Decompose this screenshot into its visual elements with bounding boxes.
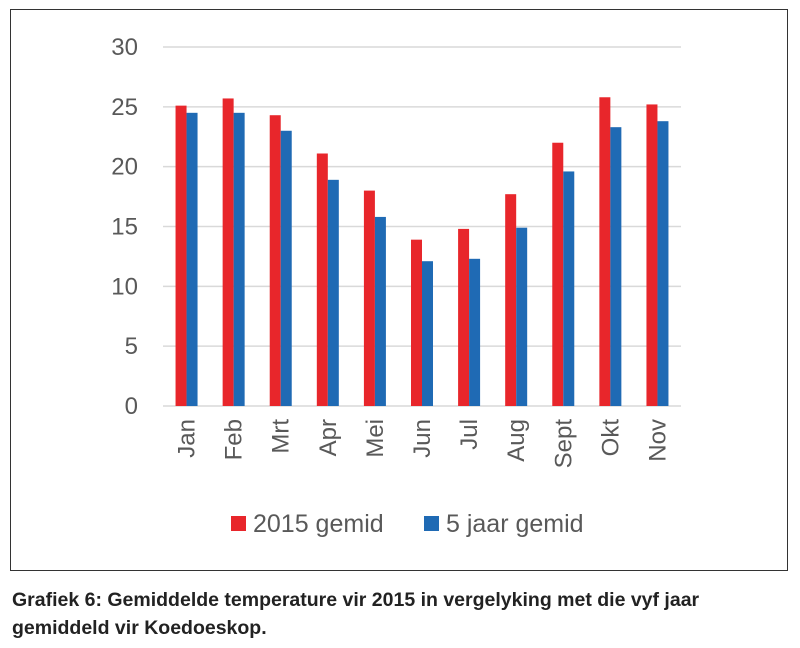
- bar: [280, 130, 292, 406]
- y-tick-label: 30: [111, 34, 138, 61]
- x-tick-label: Feb: [221, 419, 248, 460]
- bar: [505, 194, 517, 406]
- bar: [610, 127, 622, 406]
- legend-swatch: [424, 516, 439, 531]
- x-tick-label: Jul: [456, 419, 483, 450]
- bar: [411, 239, 422, 406]
- bar: [175, 105, 187, 407]
- y-tick-label: 25: [111, 94, 138, 121]
- bar: [316, 153, 328, 406]
- x-tick-label: Nov: [644, 419, 671, 462]
- x-tick-label: Sept: [550, 419, 577, 469]
- bar: [469, 258, 481, 406]
- bar-chart: 0 5 10 15 20 25 30 Jan Feb Mrt Apr Mei Jun Jul Aug Sept…: [111, 34, 681, 538]
- y-tick-label: 15: [111, 214, 138, 241]
- x-tick-label: Jan: [174, 419, 201, 458]
- bar: [233, 112, 245, 407]
- bar: [374, 216, 386, 406]
- bar: [516, 227, 528, 406]
- y-tick-label: 0: [125, 393, 138, 420]
- bar: [657, 121, 669, 407]
- y-tick-label: 5: [125, 333, 138, 360]
- bar: [222, 98, 234, 406]
- x-tick-label: Mrt: [268, 419, 295, 454]
- bar: [363, 190, 375, 406]
- bar: [186, 112, 198, 407]
- bar: [269, 115, 281, 407]
- x-tick-label: Aug: [503, 419, 530, 462]
- x-tick-label: Mei: [362, 419, 389, 458]
- bar: [458, 228, 470, 406]
- chart-frame: 0 5 10 15 20 25 30 Jan Feb Mrt Apr Mei Jun Jul Aug Sept…: [10, 9, 788, 571]
- y-tick-label: 20: [111, 154, 138, 181]
- x-tick-label: Apr: [315, 419, 342, 456]
- bar: [646, 104, 658, 406]
- legend-label: 5 jaar gemid: [446, 510, 584, 538]
- legend-label: 2015 gemid: [253, 510, 384, 538]
- figure-caption: Grafiek 6: Gemiddelde temperature vir 20…: [12, 589, 700, 639]
- bar: [327, 179, 339, 406]
- x-tick-label: Okt: [597, 419, 624, 457]
- legend-swatch: [231, 516, 246, 531]
- bar: [563, 171, 575, 406]
- bar: [552, 142, 564, 406]
- bar: [599, 97, 611, 406]
- bar: [422, 261, 433, 406]
- x-tick-label: Jun: [409, 419, 436, 458]
- y-tick-label: 10: [111, 273, 138, 300]
